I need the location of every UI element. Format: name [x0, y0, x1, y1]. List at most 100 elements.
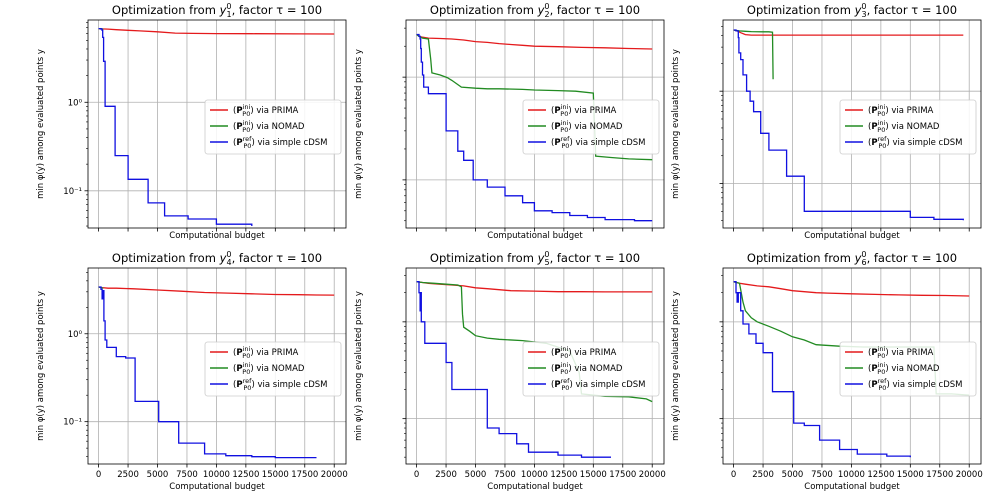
chart-title: Optimization from y0 6, factor τ = 100 [747, 250, 957, 267]
legend: (Pini P0) via PRIMA(Pini P0) via NOMAD(Pre… [839, 99, 977, 155]
series-line-cdsm [98, 27, 253, 226]
series-line-prima [733, 281, 970, 297]
x-axis-label: Computational budget [487, 482, 583, 492]
legend-box [839, 99, 977, 155]
x-tick-label: 10000 [203, 470, 230, 480]
x-axis-label: Computational budget [804, 482, 900, 492]
y-tick-label: 10⁻¹ [63, 418, 82, 428]
x-tick-label: 17500 [291, 470, 318, 480]
chart-title: Optimization from y0 5, factor τ = 100 [430, 250, 640, 267]
x-tick-label: 2500 [435, 470, 457, 480]
x-tick-label: 20000 [956, 470, 983, 480]
x-axis-label: Computational budget [804, 231, 900, 241]
x-tick-label: 20000 [639, 470, 666, 480]
subplot-3: Optimization from y0 3, factor τ = 100 Com… [671, 2, 982, 241]
x-tick-label: 15000 [580, 470, 607, 480]
legend-label: (Pini P0) via NOMAD [868, 119, 940, 134]
legend-label: (Pref P0) via simple cDSM [233, 135, 327, 150]
x-tick-label: 7500 [176, 470, 198, 480]
x-tick-label: 15000 [897, 470, 924, 480]
legend-label: (Pref P0) via simple cDSM [868, 135, 962, 150]
series-line-cdsm [416, 281, 611, 458]
legend-label: (Pini P0) via PRIMA [551, 345, 617, 360]
x-tick-label: 12500 [232, 470, 259, 480]
x-tick-label: 5000 [465, 470, 487, 480]
x-tick-label: 5000 [147, 470, 169, 480]
legend-label: (Pini P0) via NOMAD [233, 361, 305, 376]
x-tick-label: 12500 [867, 470, 894, 480]
legend-label: (Pini P0) via NOMAD [551, 119, 623, 134]
y-tick-label: 10⁻¹ [63, 187, 82, 197]
axes-frame [87, 19, 347, 229]
y-axis-label: min φ(y) among evaluated points y [36, 49, 46, 199]
x-axis-label: Computational budget [169, 231, 265, 241]
y-tick-label: 10⁰ [68, 330, 83, 340]
axes-frame [405, 267, 665, 465]
legend-label: (Pini P0) via PRIMA [233, 345, 299, 360]
axes-frame [722, 19, 982, 229]
chart-title: Optimization from y0 1, factor τ = 100 [112, 2, 322, 19]
legend-label: (Pref P0) via simple cDSM [551, 135, 645, 150]
subplot-2: Optimization from y0 2, factor τ = 100 Com… [354, 2, 665, 241]
x-tick-label: 7500 [811, 470, 833, 480]
series-line-cdsm [416, 33, 653, 222]
axes-frame [87, 267, 347, 465]
legend-label: (Pini P0) via PRIMA [868, 345, 934, 360]
x-tick-label: 5000 [782, 470, 804, 480]
x-axis-label: Computational budget [169, 482, 265, 492]
subplot-6: 0 2500 5000 7500 10000 12500 15000 17500 20000 Op… [671, 250, 983, 492]
axes-frame [405, 19, 665, 229]
subplot-5: 0 2500 5000 7500 10000 12500 15000 17500 20000 Op… [354, 250, 666, 492]
y-axis-label: min φ(y) among evaluated points y [671, 49, 681, 199]
legend: (Pini P0) via PRIMA(Pini P0) via NOMAD(Pre… [522, 99, 660, 155]
y-axis-label: min φ(y) among evaluated points y [354, 49, 364, 199]
series-line-prima [733, 29, 964, 36]
x-tick-label: 2500 [752, 470, 774, 480]
x-tick-label: 0 [96, 470, 101, 480]
legend-label: (Pini P0) via NOMAD [868, 361, 940, 376]
legend-box [204, 99, 342, 155]
legend: (Pini P0) via PRIMA(Pini P0) via NOMAD(Pre… [204, 99, 342, 155]
x-tick-label: 10000 [838, 470, 865, 480]
series-line-prima [416, 33, 653, 50]
subplot-1: 10⁻¹ 10⁰ Optimization from y0 1, factor τ =… [36, 2, 347, 241]
series-line-cdsm [733, 281, 911, 458]
y-axis-label: min φ(y) among evaluated points y [354, 291, 364, 441]
chart-title: Optimization from y0 2, factor τ = 100 [430, 2, 640, 19]
x-tick-label: 20000 [321, 470, 348, 480]
subplot-4: 0 2500 5000 7500 10000 12500 15000 17500 20000 10… [36, 250, 348, 492]
legend-box [839, 341, 977, 397]
legend-label: (Pini P0) via PRIMA [233, 103, 299, 118]
x-tick-label: 0 [731, 470, 736, 480]
x-tick-label: 2500 [117, 470, 139, 480]
x-axis-label: Computational budget [487, 231, 583, 241]
x-tick-label: 7500 [494, 470, 516, 480]
legend-label: (Pini P0) via PRIMA [868, 103, 934, 118]
legend-label: (Pref P0) via simple cDSM [868, 377, 962, 392]
legend-label: (Pini P0) via PRIMA [551, 103, 617, 118]
x-tick-label: 15000 [262, 470, 289, 480]
legend: (Pini P0) via PRIMA(Pini P0) via NOMAD(Pre… [522, 341, 660, 397]
chart-title: Optimization from y0 4, factor τ = 100 [112, 250, 322, 267]
series-line-cdsm [98, 286, 317, 459]
legend-label: (Pini P0) via NOMAD [551, 361, 623, 376]
y-axis-label: min φ(y) among evaluated points y [36, 291, 46, 441]
legend-box [522, 99, 660, 155]
chart-title: Optimization from y0 3, factor τ = 100 [747, 2, 957, 19]
legend: (Pini P0) via PRIMA(Pini P0) via NOMAD(Pre… [839, 341, 977, 397]
y-axis-label: min φ(y) among evaluated points y [671, 291, 681, 441]
x-tick-label: 0 [414, 470, 419, 480]
legend-label: (Pref P0) via simple cDSM [551, 377, 645, 392]
axes-frame [722, 267, 982, 465]
y-tick-label: 10⁰ [68, 98, 83, 108]
series-line-prima [98, 27, 335, 35]
legend-box [522, 341, 660, 397]
legend-box [204, 341, 342, 397]
legend-label: (Pini P0) via NOMAD [233, 119, 305, 134]
series-line-prima [98, 286, 335, 296]
x-tick-label: 12500 [550, 470, 577, 480]
legend: (Pini P0) via PRIMA(Pini P0) via NOMAD(Pre… [204, 341, 342, 397]
x-tick-label: 17500 [609, 470, 636, 480]
series-line-cdsm [733, 29, 964, 221]
